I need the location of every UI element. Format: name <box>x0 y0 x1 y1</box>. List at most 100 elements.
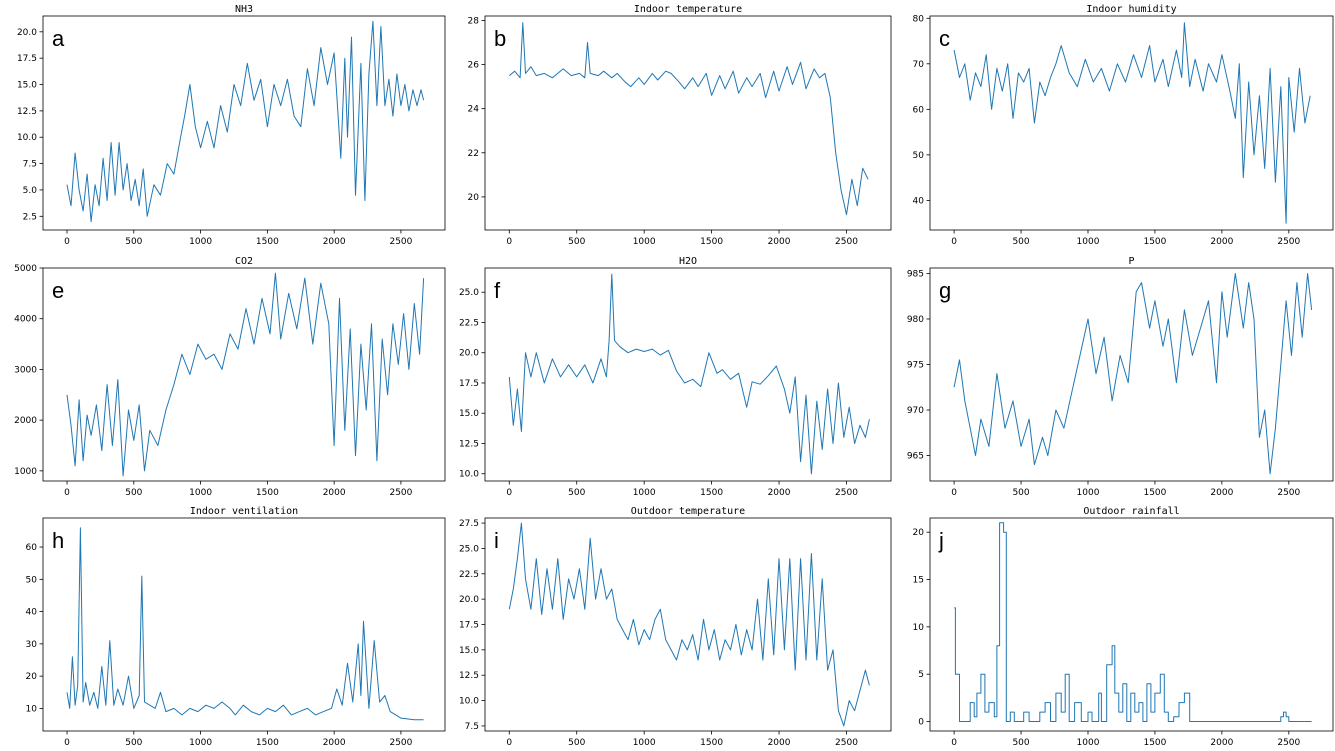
y-tick-label-g: 965 <box>907 452 924 462</box>
x-tick-label-a: 1500 <box>256 237 279 247</box>
series-line-f-0 <box>508 273 870 475</box>
x-tick-label-a: 0 <box>64 237 70 247</box>
y-tick-label-f: 12.5 <box>459 439 479 449</box>
y-tick-label-j: 10 <box>913 623 925 633</box>
x-tick-label-h: 500 <box>125 738 142 748</box>
y-tick-label-j: 5 <box>918 670 924 680</box>
chart-panel-h: 0 500 1000 1500 2000 2500 10 20 30 40 50 60 Indoor v… <box>26 506 446 748</box>
x-tick-label-h: 2000 <box>323 738 346 748</box>
y-tick-label-f: 10.0 <box>459 470 479 480</box>
x-tick-label-f: 0 <box>506 488 512 498</box>
x-tick-label-b: 1000 <box>633 237 656 247</box>
chart-panel-g: 0 500 1000 1500 2000 2500 965 970 975 980 985 Pg <box>907 256 1334 498</box>
y-tick-label-h: 50 <box>26 575 38 585</box>
y-tick-label-c: 40 <box>913 196 925 206</box>
panel-title-a: NH3 <box>235 4 253 15</box>
x-tick-label-a: 500 <box>125 237 142 247</box>
x-tick-label-a: 2500 <box>389 237 412 247</box>
y-tick-label-e: 3000 <box>14 365 37 375</box>
x-tick-label-f: 500 <box>568 488 585 498</box>
x-tick-label-a: 1000 <box>189 237 212 247</box>
series-line-i-0 <box>508 522 870 727</box>
panel-letter-b: b <box>494 26 506 51</box>
y-tick-label-c: 80 <box>913 14 925 24</box>
x-tick-label-i: 2500 <box>835 738 858 748</box>
y-tick-label-a: 17.5 <box>17 54 37 64</box>
x-tick-label-b: 2500 <box>835 237 858 247</box>
x-tick-label-e: 2500 <box>389 488 412 498</box>
series-line-c-0 <box>953 22 1311 224</box>
x-tick-label-b: 0 <box>506 237 512 247</box>
x-tick-label-j: 500 <box>1012 738 1029 748</box>
y-tick-label-h: 20 <box>26 672 38 682</box>
y-tick-label-b: 26 <box>468 61 480 71</box>
x-tick-label-e: 0 <box>64 488 70 498</box>
y-tick-label-g: 975 <box>907 360 924 370</box>
x-tick-label-c: 2500 <box>1277 237 1300 247</box>
plot-frame-g <box>929 267 1334 482</box>
y-tick-label-i: 7.5 <box>465 722 479 732</box>
x-tick-label-j: 0 <box>951 738 957 748</box>
y-tick-label-a: 5.0 <box>23 186 38 196</box>
x-tick-label-c: 500 <box>1012 237 1029 247</box>
x-tick-label-e: 500 <box>125 488 142 498</box>
y-tick-label-g: 985 <box>907 269 924 279</box>
y-tick-label-f: 25.0 <box>459 288 479 298</box>
plot-frame-j <box>929 517 1334 732</box>
plot-frame-i <box>484 517 892 732</box>
plot-frame-f <box>484 267 892 482</box>
panel-title-j: Outdoor rainfall <box>1083 506 1179 517</box>
x-tick-label-c: 1000 <box>1077 237 1100 247</box>
y-tick-label-i: 20.0 <box>459 595 479 605</box>
series-line-b-0 <box>508 22 869 216</box>
y-tick-label-g: 980 <box>907 315 924 325</box>
y-tick-label-e: 2000 <box>14 416 37 426</box>
x-tick-label-i: 1500 <box>700 738 723 748</box>
chart-panel-j: 0 500 1000 1500 2000 2500 0 5 10 15 20 Outdoor rain… <box>913 506 1334 748</box>
y-tick-label-h: 40 <box>26 608 38 618</box>
series-line-g-0 <box>953 273 1313 475</box>
panel-letter-h: h <box>52 528 64 553</box>
panel-letter-i: i <box>494 528 499 553</box>
y-tick-label-g: 970 <box>907 406 924 416</box>
panel-letter-c: c <box>939 26 950 51</box>
plot-frame-a <box>42 15 446 231</box>
series-line-j-0 <box>954 522 1312 722</box>
y-tick-label-b: 24 <box>468 105 480 115</box>
x-tick-label-b: 2000 <box>768 237 791 247</box>
y-tick-label-i: 25.0 <box>459 544 479 554</box>
x-tick-label-f: 2000 <box>768 488 791 498</box>
series-line-e-0 <box>66 272 425 477</box>
x-tick-label-c: 1500 <box>1143 237 1166 247</box>
plot-frame-e <box>42 267 446 482</box>
y-tick-label-f: 15.0 <box>459 409 479 419</box>
panel-letter-f: f <box>494 278 501 303</box>
x-tick-label-f: 1500 <box>700 488 723 498</box>
chart-panel-i: 0 500 1000 1500 2000 2500 7.5 10.0 12.5 15.0 17.5 2… <box>459 506 892 748</box>
y-tick-label-c: 50 <box>913 151 925 161</box>
y-tick-label-j: 15 <box>913 576 924 586</box>
x-tick-label-g: 1500 <box>1143 488 1166 498</box>
y-tick-label-e: 1000 <box>14 467 37 477</box>
y-tick-label-a: 12.5 <box>17 107 37 117</box>
panel-title-c: Indoor humidity <box>1086 4 1176 15</box>
y-tick-label-b: 22 <box>468 149 479 159</box>
x-tick-label-h: 2500 <box>389 738 412 748</box>
y-tick-label-a: 10.0 <box>17 133 37 143</box>
panel-letter-j: j <box>938 528 944 553</box>
y-tick-label-h: 30 <box>26 640 38 650</box>
x-tick-label-j: 1000 <box>1077 738 1100 748</box>
y-tick-label-f: 20.0 <box>459 349 479 359</box>
x-tick-label-f: 2500 <box>835 488 858 498</box>
y-tick-label-b: 20 <box>468 193 480 203</box>
panel-title-i: Outdoor temperature <box>631 506 745 517</box>
panel-letter-g: g <box>939 278 951 303</box>
y-tick-label-i: 22.5 <box>459 570 479 580</box>
x-tick-label-g: 500 <box>1012 488 1029 498</box>
chart-panel-c: 0 500 1000 1500 2000 2500 40 50 60 70 80 Indoor hum… <box>913 4 1334 247</box>
x-tick-label-e: 1500 <box>256 488 279 498</box>
panel-letter-e: e <box>52 278 64 303</box>
x-tick-label-i: 1000 <box>633 738 656 748</box>
x-tick-label-e: 2000 <box>323 488 346 498</box>
